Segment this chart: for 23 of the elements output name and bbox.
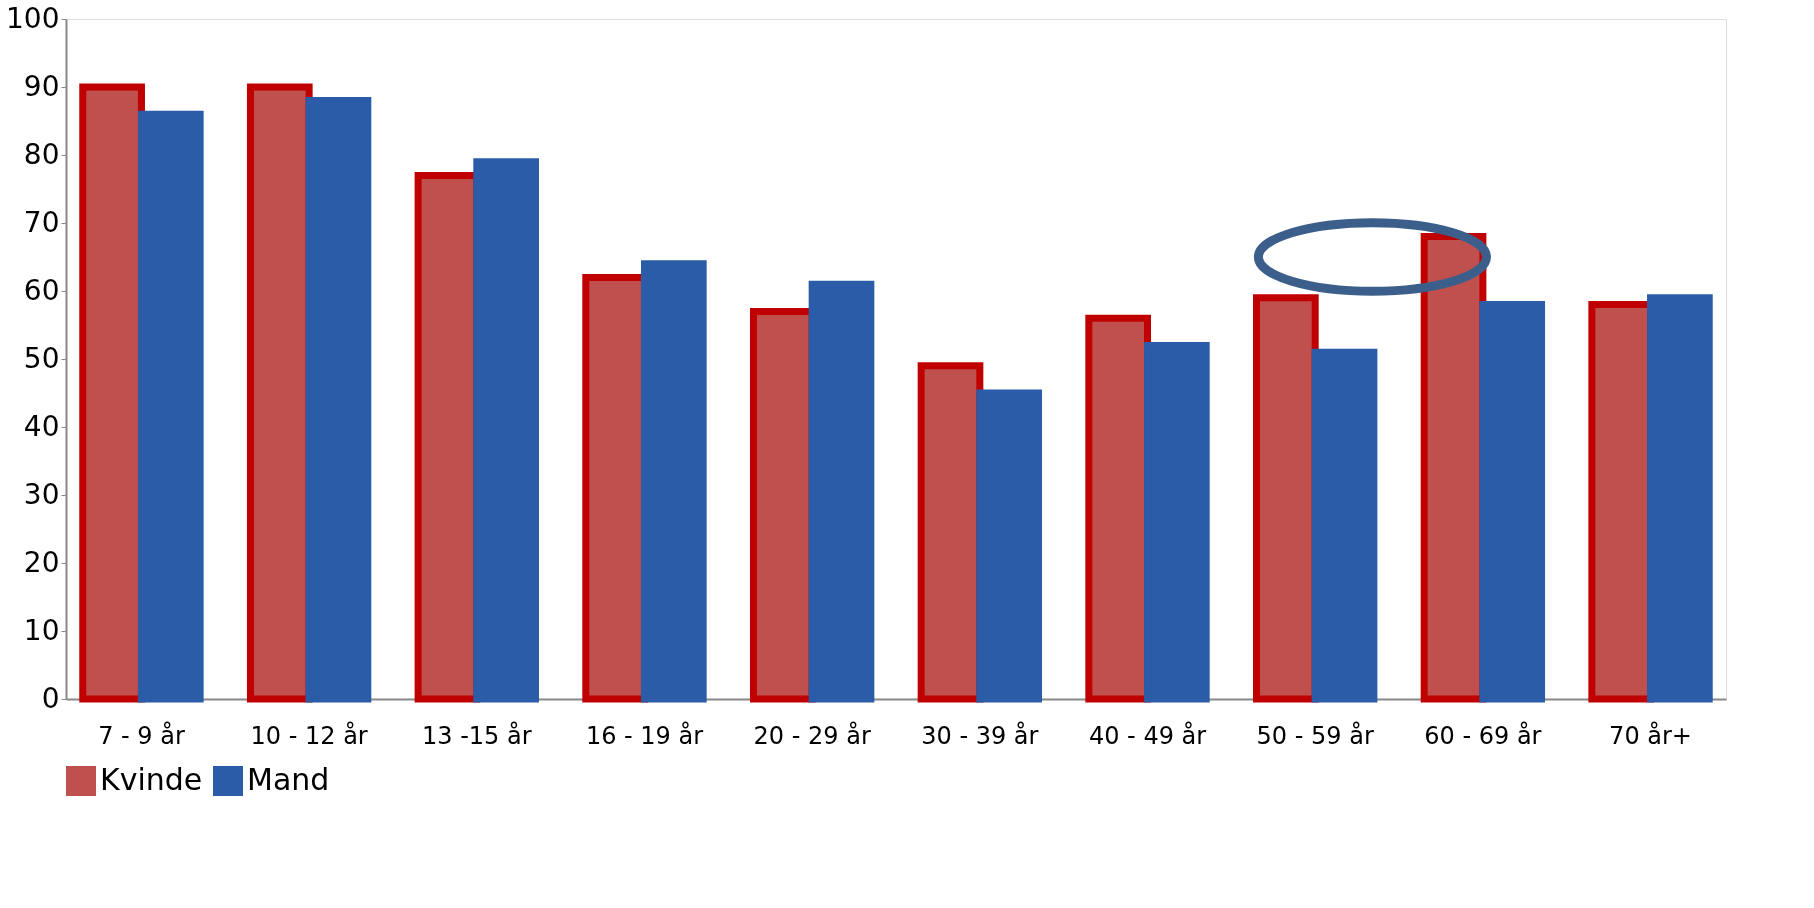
x-tick-label: 7 - 9 år	[98, 720, 185, 750]
y-tick-label: 90	[23, 69, 60, 103]
legend-label: Kvinde	[100, 762, 203, 797]
y-tick-label: 70	[23, 205, 60, 239]
x-tick-label: 50 - 59 år	[1256, 720, 1374, 750]
x-tick-label: 10 - 12 år	[250, 720, 368, 750]
legend-label: Mand	[247, 762, 330, 797]
y-tick-label: 0	[41, 681, 60, 715]
y-tick-label: 80	[23, 137, 60, 171]
x-tick-label: 60 - 69 år	[1424, 720, 1542, 750]
y-tick-label: 10	[23, 613, 60, 647]
x-tick-label: 70 år+	[1609, 720, 1692, 750]
x-tick-label: 30 - 39 år	[921, 720, 1039, 750]
y-tick-label: 50	[23, 341, 60, 375]
x-tick-label: 16 - 19 år	[585, 720, 704, 750]
x-tick-label: 40 - 49 år	[1088, 720, 1207, 750]
y-tick-label: 20	[23, 545, 60, 579]
x-tick-label: 13 -15 år	[422, 720, 532, 750]
y-tick-label: 40	[23, 409, 60, 443]
y-tick-label: 60	[23, 273, 60, 307]
y-tick-label: 100	[6, 1, 60, 35]
y-tick-label: 30	[23, 477, 60, 511]
x-tick-label: 20 - 29 år	[753, 720, 871, 750]
